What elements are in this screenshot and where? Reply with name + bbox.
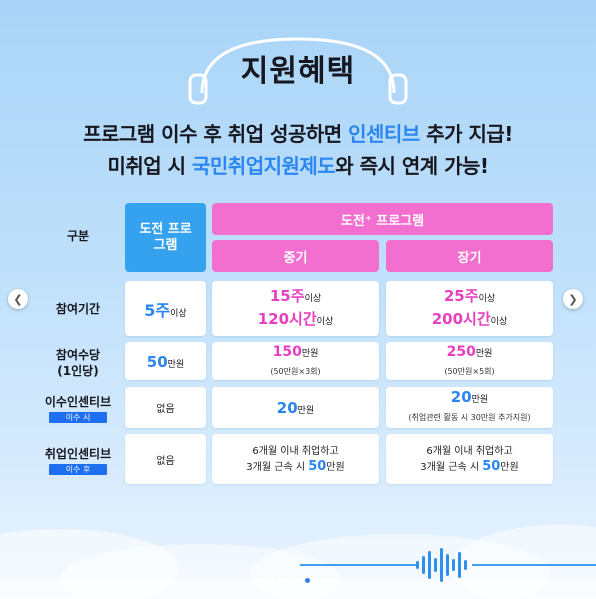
period-mid-weeks: 15주 <box>269 286 305 305</box>
employment-long-line2: 3개월 근속 시 <box>420 461 483 473</box>
completion-mid-cell: 20만원 <box>212 387 379 428</box>
employment-mid-line2: 3개월 근속 시 <box>246 461 309 473</box>
page-dot[interactable] <box>296 578 301 583</box>
page-dot[interactable] <box>269 578 274 583</box>
completion-long-value: 20 <box>450 388 472 406</box>
completion-long-cell: 20만원 (취업관련 활동 시 30만원 추가지원) <box>386 387 553 428</box>
allowance-challenge-unit: 만원 <box>167 359 185 370</box>
employment-long-value: 50 <box>482 458 501 474</box>
period-challenge-cell: 5주이상 <box>125 281 206 336</box>
wave-line-left <box>300 564 416 566</box>
prev-arrow-button[interactable]: ❮ <box>8 289 28 309</box>
allowance-challenge-cell: 50만원 <box>125 342 206 380</box>
allowance-long-value: 250 <box>446 344 476 360</box>
headset-icon <box>188 37 408 105</box>
page-title: 지원혜택 <box>240 54 356 89</box>
row-label-employment: 취업인센티브 이수 후 <box>36 446 120 475</box>
completion-long-note: (취업관련 활동 시 30만원 추가지원) <box>408 413 531 422</box>
completion-mid-value: 20 <box>276 399 298 417</box>
employment-long-line1: 6개월 이내 취업하고 <box>426 445 513 457</box>
period-mid-hours: 120시간 <box>257 309 317 328</box>
employment-mid-unit: 만원 <box>326 461 345 473</box>
header-long-term: 장기 <box>386 240 553 272</box>
subtitle-line2-prefix: 미취업 시 <box>107 154 192 178</box>
completion-label: 이수인센티브 <box>44 395 112 409</box>
employment-tag: 이수 후 <box>49 464 107 475</box>
allowance-mid-value: 150 <box>272 344 302 360</box>
period-long-hours: 200시간 <box>431 309 491 328</box>
sound-wave-icon <box>416 548 467 582</box>
employment-label: 취업인센티브 <box>44 447 112 461</box>
period-challenge-unit: 이상 <box>170 308 187 319</box>
period-mid-cell: 15주이상 120시간이상 <box>212 281 379 336</box>
allowance-label: 참여수당 <box>55 348 101 362</box>
period-long-weeks-unit: 이상 <box>478 293 496 304</box>
row-label-allowance: 참여수당 (1인당) <box>36 347 120 379</box>
allowance-long-cell: 250만원 (50만원×5회) <box>386 342 553 380</box>
subtitle-line-2: 미취업 시 국민취업지원제도와 즉시 연계 가능! <box>0 150 596 179</box>
employment-long-cell: 6개월 이내 취업하고 3개월 근속 시 50만원 <box>386 434 553 484</box>
row-label-completion: 이수인센티브 이수 시 <box>36 394 120 423</box>
pagination-dots <box>269 578 319 583</box>
period-long-cell: 25주이상 200시간이상 <box>386 281 553 336</box>
employment-mid-line1: 6개월 이내 취업하고 <box>252 445 339 457</box>
allowance-long-unit: 만원 <box>475 349 493 359</box>
employment-challenge-cell: 없음 <box>125 434 206 484</box>
employment-challenge-value: 없음 <box>156 455 175 467</box>
employment-long-unit: 만원 <box>500 461 519 473</box>
completion-challenge-cell: 없음 <box>125 387 206 428</box>
subtitle-line1-prefix: 프로그램 이수 후 취업 성공하면 <box>83 122 349 146</box>
period-long-weeks: 25주 <box>443 286 479 305</box>
employment-mid-cell: 6개월 이내 취업하고 3개월 근속 시 50만원 <box>212 434 379 484</box>
allowance-label-per-person: (1인당) <box>57 364 99 378</box>
period-mid-hours-unit: 이상 <box>316 316 334 327</box>
header-mid-term: 중기 <box>212 240 379 272</box>
completion-mid-unit: 만원 <box>297 406 315 416</box>
allowance-mid-note: (50만원×3회) <box>270 367 321 376</box>
subtitle-line2-suffix: 와 즉시 연계 가능! <box>335 154 489 178</box>
clouds-background <box>0 525 596 599</box>
subtitle-line1-suffix: 추가 지급! <box>419 122 513 146</box>
allowance-mid-unit: 만원 <box>301 349 319 359</box>
completion-tag: 이수 시 <box>49 412 107 423</box>
subtitle-line1-highlight: 인센티브 <box>348 122 420 146</box>
subtitle-line2-highlight: 국민취업지원제도 <box>192 154 336 178</box>
page-dot[interactable] <box>278 578 283 583</box>
completion-challenge-value: 없음 <box>156 404 175 415</box>
header-challenge-plus-program: 도전⁺ 프로그램 <box>212 203 553 235</box>
header-challenge-program: 도전 프로그램 <box>125 203 206 272</box>
page-dot-active[interactable] <box>305 578 310 583</box>
wave-line-right <box>472 564 596 566</box>
corner-label: 구분 <box>66 229 90 243</box>
period-mid-weeks-unit: 이상 <box>304 293 322 304</box>
employment-mid-value: 50 <box>308 458 327 474</box>
page-dot[interactable] <box>314 578 319 583</box>
next-arrow-button[interactable]: ❯ <box>563 289 583 309</box>
period-long-hours-unit: 이상 <box>490 316 508 327</box>
page-dot[interactable] <box>287 578 292 583</box>
row-label-period: 참여기간 <box>55 302 101 316</box>
allowance-mid-cell: 150만원 (50만원×3회) <box>212 342 379 380</box>
completion-long-unit: 만원 <box>471 395 489 405</box>
allowance-challenge-value: 50 <box>146 352 168 371</box>
allowance-long-note: (50만원×5회) <box>444 367 495 376</box>
subtitle-line-1: 프로그램 이수 후 취업 성공하면 인센티브 추가 지급! <box>0 118 596 147</box>
period-challenge-value: 5주 <box>144 300 171 320</box>
